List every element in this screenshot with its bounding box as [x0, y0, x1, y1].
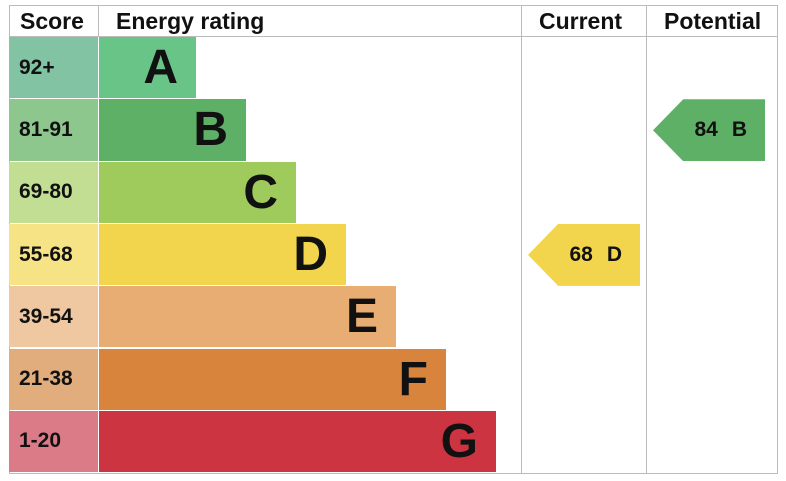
border-bottom [9, 473, 777, 474]
band-bar-c: C [99, 161, 296, 223]
band-bar-d: D [99, 223, 346, 286]
score-range-e: 39-54 [9, 286, 98, 348]
score-range-a: 92+ [9, 37, 98, 99]
band-bar-g: G [99, 410, 496, 473]
header-score: Score [20, 8, 84, 34]
border-top [9, 5, 777, 6]
current-value: 68 [569, 242, 593, 266]
border-right [777, 5, 778, 474]
band-bar-a: A [99, 37, 196, 99]
band-bar-e: E [99, 286, 396, 348]
divider-potential [646, 5, 647, 474]
header-current: Current [539, 8, 623, 34]
header-potential: Potential [664, 8, 762, 34]
potential-letter: B [731, 118, 747, 142]
band-bar-f: F [99, 348, 446, 410]
header-energy-rating: Energy rating [116, 8, 265, 34]
score-range-c: 69-80 [9, 161, 98, 223]
divider-current [521, 5, 522, 474]
current-letter: D [606, 242, 622, 266]
score-range-g: 1-20 [9, 410, 98, 473]
potential-rating-arrow: 84 B [653, 99, 765, 162]
score-range-f: 21-38 [9, 348, 98, 410]
band-bar-b: B [99, 99, 246, 161]
header-divider [9, 36, 777, 37]
divider-score [98, 5, 99, 37]
score-range-b: 81-91 [9, 99, 98, 161]
score-range-d: 55-68 [9, 223, 98, 286]
current-rating-arrow: 68 D [528, 223, 640, 286]
potential-value: 84 [694, 118, 718, 142]
